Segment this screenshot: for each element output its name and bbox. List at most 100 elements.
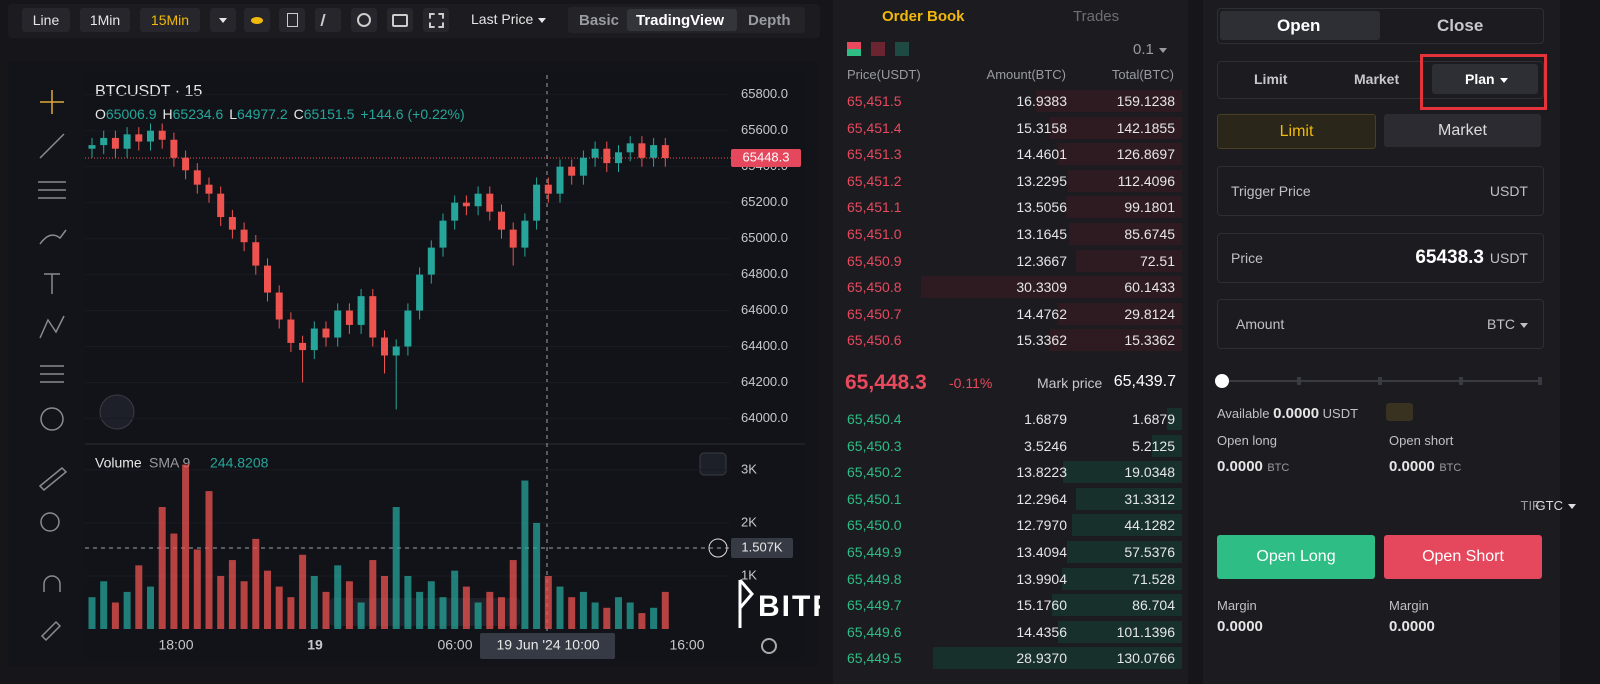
book-row: 65,450.7 14.4762 29.8124 [840, 302, 1182, 326]
book-amount: 13.2295 [1016, 172, 1067, 189]
slider-track[interactable] [1222, 380, 1542, 382]
book-total: 15.3362 [1124, 332, 1175, 349]
open-long-row: 0.0000 BTC [1217, 458, 1289, 476]
depth-bar [1057, 302, 1182, 325]
form-tab[interactable]: Close [1437, 16, 1484, 35]
candle-body [427, 247, 435, 275]
candle-button[interactable] [279, 8, 305, 32]
book-amount: 12.7970 [1016, 517, 1067, 534]
view-tab[interactable]: TradingView [636, 12, 725, 29]
book-tab[interactable]: Trades [1073, 8, 1120, 25]
y-tick-label: 64400.0 [741, 338, 788, 353]
book-row: 65,450.1 12.2964 31.3312 [840, 487, 1182, 511]
plan-mode-button[interactable]: Market [1384, 114, 1541, 147]
view-tab[interactable]: Depth [748, 12, 791, 29]
volume-bar [357, 602, 365, 629]
open-long-button[interactable]: Open Long [1217, 535, 1375, 579]
settings-icon[interactable] [761, 638, 777, 654]
available-row: Available 0.0000 USDT [1217, 405, 1358, 422]
more-button[interactable] [699, 452, 727, 476]
volume-bar [603, 607, 611, 629]
tool-ruler[interactable] [38, 466, 68, 492]
amount-input[interactable] [1217, 299, 1544, 349]
x-tick-label: 16:00 [669, 637, 704, 653]
precision-select[interactable]: 0.1 [1133, 41, 1167, 58]
slider-handle[interactable] [1215, 374, 1229, 388]
nav-controls[interactable] [330, 598, 520, 626]
candle-body [135, 134, 143, 142]
tool-pattern[interactable] [39, 315, 65, 339]
volume-bar [533, 522, 541, 629]
volume-bar [427, 581, 435, 629]
tool-brush[interactable] [39, 229, 67, 245]
tif-select[interactable]: GTC [1536, 498, 1576, 513]
book-row: 65,449.7 15.1760 86.704 [840, 593, 1182, 617]
tool-magnet[interactable] [43, 575, 61, 592]
tool-ranges[interactable] [40, 365, 64, 383]
plan-mode-button[interactable]: Limit [1217, 114, 1376, 149]
book-total: 29.8124 [1124, 305, 1175, 322]
tool-crosshair[interactable] [40, 90, 64, 114]
mode-tab[interactable]: Limit [1254, 71, 1288, 87]
mode-tab[interactable]: Market [1354, 71, 1400, 87]
candle-body [228, 217, 236, 230]
book-amount: 15.3158 [1016, 119, 1067, 136]
tv-logo [99, 394, 135, 430]
tool-lock[interactable] [40, 620, 62, 642]
book-amount: 12.2964 [1016, 490, 1067, 507]
tool-fib[interactable] [38, 181, 66, 199]
book-price: 65,451.4 [847, 119, 902, 136]
trigger-input[interactable] [1217, 166, 1544, 216]
candle-body [369, 296, 377, 338]
fullscreen-button[interactable] [423, 8, 449, 32]
ohlc-key: C [294, 106, 304, 122]
book-price: 65,449.8 [847, 570, 902, 587]
settings-button[interactable] [351, 8, 377, 32]
book-mode-bids[interactable] [895, 42, 909, 56]
volume-bar [381, 575, 388, 629]
volume-indicator-value: 244.8208 [210, 455, 269, 471]
mode-tab[interactable]: Plan [1465, 71, 1508, 87]
price-label: Price [1231, 250, 1263, 266]
volume-bar [591, 602, 599, 629]
book-mode-both[interactable] [847, 42, 861, 56]
indicator-button[interactable] [315, 8, 341, 32]
book-price: 65,449.7 [847, 597, 902, 614]
candle-body [404, 310, 412, 347]
book-amount: 15.3362 [1016, 332, 1067, 349]
interval-dropdown[interactable] [210, 8, 236, 32]
snapshot-button[interactable] [387, 8, 413, 32]
eye-button[interactable] [244, 8, 270, 32]
book-row: 65,450.3 3.5246 5.2125 [840, 434, 1182, 458]
book-price: 65,451.5 [847, 93, 902, 109]
book-total: 126.8697 [1116, 146, 1175, 163]
book-mode-asks[interactable] [871, 42, 885, 56]
tool-emoji[interactable] [40, 407, 64, 431]
interval-button[interactable]: 15Min [140, 8, 200, 32]
candle-body [591, 148, 599, 158]
volume-bar [416, 591, 424, 629]
book-amount: 14.4762 [1016, 305, 1067, 322]
interval-button[interactable]: Line [22, 8, 70, 32]
interval-button[interactable]: 1Min [80, 8, 130, 32]
book-price: 65,449.9 [847, 544, 902, 560]
tool-line[interactable] [39, 133, 65, 159]
crosshair-add[interactable] [708, 538, 728, 558]
price-type-select[interactable]: Last Price [471, 11, 547, 27]
candle-body [579, 157, 587, 176]
volume-bar [123, 591, 131, 629]
volume-tick-label: 1K [741, 567, 757, 582]
column-header: Price(USDT) [847, 67, 921, 82]
book-tab[interactable]: Order Book [882, 8, 965, 25]
transfer-button[interactable] [1386, 403, 1413, 421]
book-total: 31.3312 [1124, 490, 1175, 507]
tool-text[interactable] [44, 273, 60, 294]
open-long-label: Open long [1217, 433, 1277, 448]
tool-zoom[interactable] [40, 512, 60, 532]
view-tab[interactable]: Basic [579, 12, 620, 29]
volume-bar [158, 507, 166, 629]
form-tab[interactable]: Open [1277, 16, 1321, 35]
price-input[interactable] [1217, 233, 1544, 283]
amount-unit-select[interactable]: BTC [1487, 316, 1528, 332]
open-short-button[interactable]: Open Short [1384, 535, 1542, 579]
